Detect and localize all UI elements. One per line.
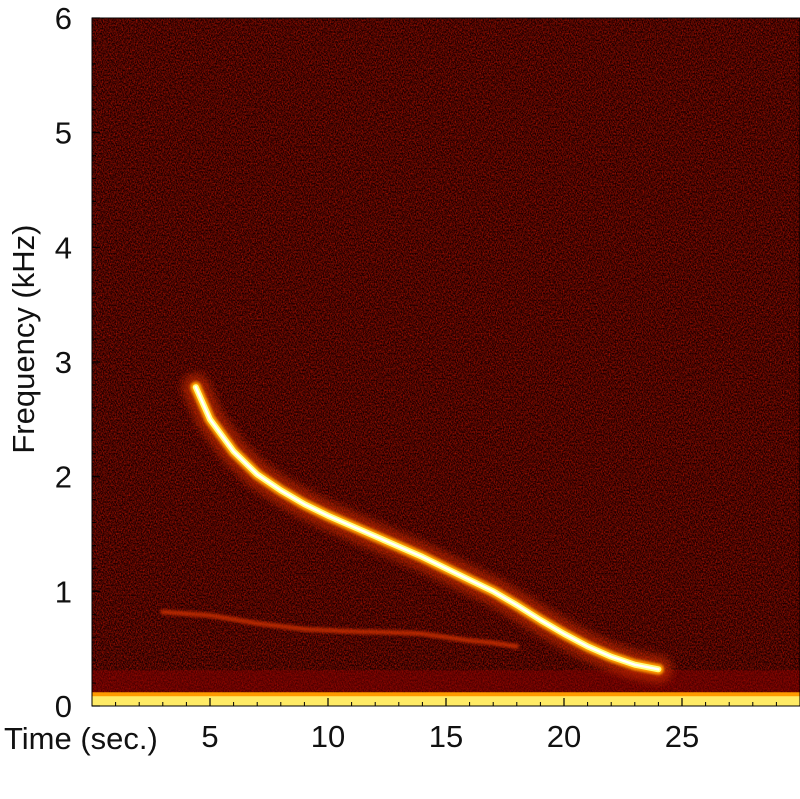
plot-area [92, 18, 800, 706]
y-tick-label: 6 [55, 1, 72, 36]
x-axis-label: Time (sec.) [4, 721, 158, 756]
x-tick-label: 5 [201, 719, 218, 754]
y-axis-label: Frequency (kHz) [6, 225, 41, 454]
x-axis: 5 10 15 20 25 [91, 698, 800, 754]
y-axis: 0 1 2 3 4 5 6 [55, 1, 100, 724]
y-tick-label: 5 [55, 116, 72, 151]
y-tick-label: 4 [55, 230, 72, 265]
series-layer [160, 373, 673, 684]
low-band-glow [92, 670, 800, 693]
y-tick-label: 0 [55, 689, 72, 724]
y-tick-label: 2 [55, 460, 72, 495]
x-tick-label: 20 [547, 719, 581, 754]
main-tone-peak [194, 385, 660, 671]
x-tick-label: 25 [665, 719, 699, 754]
faint-tone-line [160, 609, 520, 649]
x-tick-label: 15 [429, 719, 463, 754]
spectrogram-noise [92, 18, 800, 706]
x-tick-label: 10 [311, 719, 345, 754]
y-tick-label: 1 [55, 574, 72, 609]
y-tick-label: 3 [55, 345, 72, 380]
